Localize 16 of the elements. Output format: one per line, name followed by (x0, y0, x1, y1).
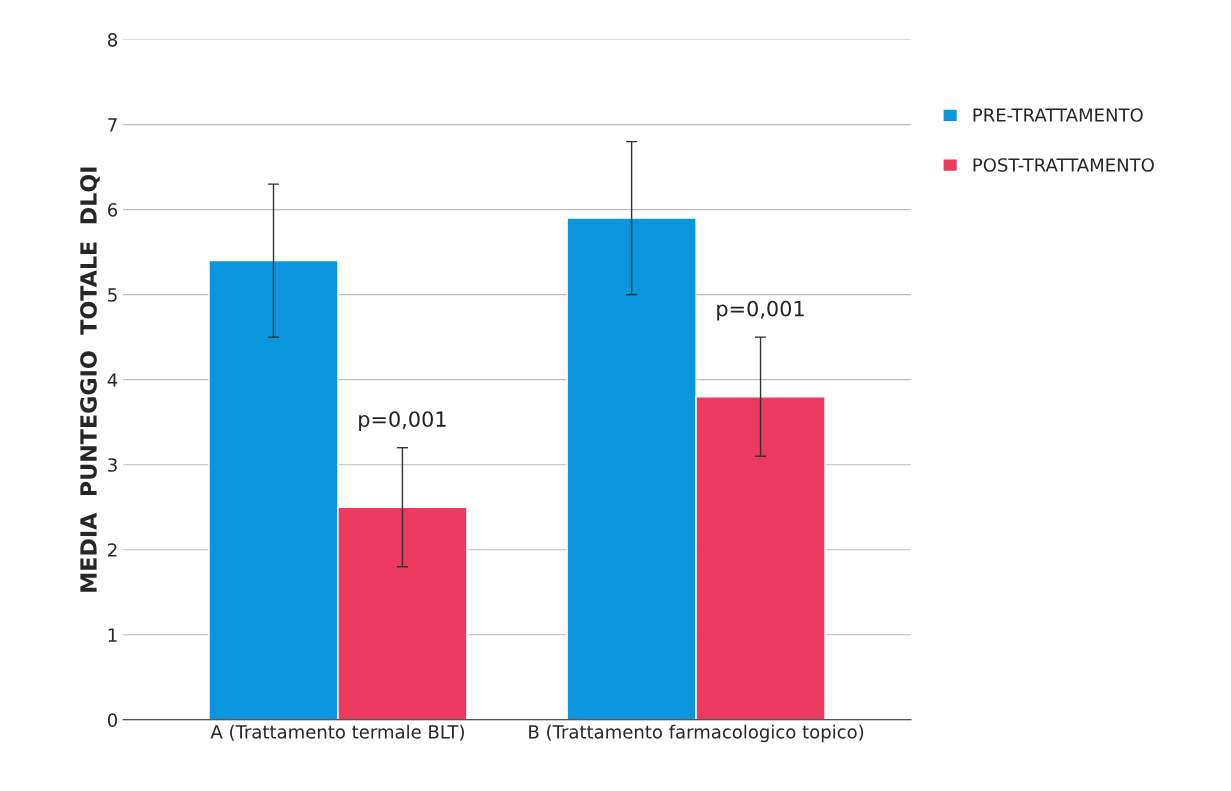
legend-label: PRE-TRATTAMENTO (973, 108, 1143, 122)
y-tick-label: 6 (108, 203, 118, 217)
y-tick-label: 5 (108, 288, 117, 302)
y-tick-label: 3 (108, 458, 117, 472)
annotation: p=0,001 (717, 300, 804, 321)
legend-label: POST-TRATTAMENTO (973, 158, 1154, 172)
y-tick-label: 1 (108, 628, 117, 642)
y-tick-label: 2 (108, 543, 117, 557)
y-tick-label: 7 (108, 118, 117, 132)
y-axis-title: MEDIA PUNTEGGIO TOTALE DLQI (80, 167, 100, 592)
y-tick-label: 4 (107, 373, 118, 387)
y-tick-label: 0 (107, 713, 118, 727)
x-tick-label: B (Trattamento farmacologico topico) (529, 724, 864, 743)
x-tick-label: A (Trattamento termale BLT) (210, 724, 464, 741)
y-tick-label: 8 (107, 33, 117, 47)
annotation: p=0,001 (359, 411, 446, 432)
